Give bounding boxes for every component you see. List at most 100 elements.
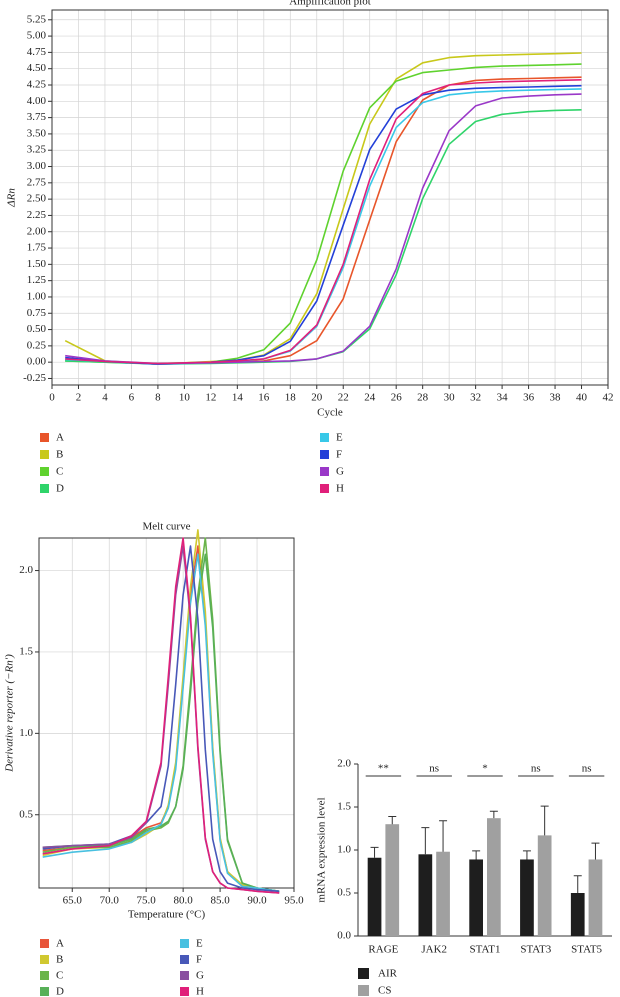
x-tick-label: 14 <box>232 392 244 404</box>
error-bar <box>573 875 582 893</box>
y-tick-label: 4.25 <box>27 79 47 91</box>
significance-label: ** <box>378 763 389 775</box>
legend-label: H <box>336 483 344 495</box>
x-tick-label: 8 <box>155 392 161 404</box>
legend-label: G <box>336 466 344 478</box>
x-tick-label: 6 <box>129 392 135 404</box>
x-tick-label: 90.0 <box>247 895 267 907</box>
significance-label: * <box>482 763 488 775</box>
curve <box>42 545 280 893</box>
chart-title: Amplification plot <box>289 0 371 8</box>
curve <box>65 63 582 365</box>
legend-swatch <box>320 433 329 442</box>
y-tick-label: 1.00 <box>27 290 47 302</box>
legend-label: A <box>56 938 64 950</box>
legend-label: B <box>56 449 63 461</box>
x-tick-label: RAGE <box>368 944 398 956</box>
x-tick-label: 10 <box>179 392 191 404</box>
y-tick-label: -0.25 <box>23 372 46 384</box>
legend-label: AIR <box>378 968 398 980</box>
legend-swatch <box>40 467 49 476</box>
legend-swatch <box>320 484 329 493</box>
x-tick-label: 28 <box>417 392 429 404</box>
chart-title: Melt curve <box>143 521 191 533</box>
bar <box>487 818 501 936</box>
legend-label: CS <box>378 985 391 997</box>
bar <box>385 824 400 936</box>
curve <box>65 88 582 365</box>
x-axis-label: Temperature (°C) <box>128 909 206 921</box>
legend-swatch <box>180 955 189 964</box>
legend-label: D <box>56 986 64 997</box>
legend-label: E <box>336 432 343 444</box>
y-axis-label: Derivative reporter (−Rn′) <box>4 654 16 773</box>
y-tick-label: 2.0 <box>19 564 33 576</box>
y-tick-label: 5.25 <box>27 13 47 25</box>
x-tick-label: 34 <box>497 392 509 404</box>
legend-swatch <box>40 971 49 980</box>
legend-label: C <box>56 970 63 982</box>
x-tick-label: 0 <box>49 392 55 404</box>
legend-label: A <box>56 432 64 444</box>
x-tick-label: 26 <box>391 392 403 404</box>
legend-swatch <box>180 939 189 948</box>
bar <box>588 859 603 936</box>
y-tick-label: 0.5 <box>337 887 351 899</box>
x-tick-label: 18 <box>285 392 297 404</box>
x-axis-label: Cycle <box>317 407 343 419</box>
legend-label: E <box>196 938 203 950</box>
x-tick-label: 40 <box>576 392 588 404</box>
y-tick-label: 1.25 <box>27 274 47 286</box>
y-tick-label: 2.50 <box>27 193 47 205</box>
legend-swatch <box>40 939 49 948</box>
bar <box>418 854 433 936</box>
plot-frame <box>51 9 609 386</box>
y-tick-label: 4.75 <box>27 46 47 58</box>
bar <box>469 859 483 936</box>
y-tick-label: 1.50 <box>27 258 47 270</box>
legend-label: F <box>336 449 342 461</box>
y-tick-label: 2.25 <box>27 209 47 221</box>
y-tick-label: 0.0 <box>337 930 351 942</box>
x-tick-label: 65.0 <box>63 895 83 907</box>
error-bar <box>439 820 448 852</box>
y-tick-label: 0.50 <box>27 323 47 335</box>
x-tick-label: 2 <box>76 392 82 404</box>
curve <box>65 76 582 365</box>
significance-label: ns <box>429 763 439 775</box>
x-tick-label: 12 <box>205 392 216 404</box>
curve <box>65 79 582 365</box>
curve <box>42 553 280 893</box>
y-tick-label: 5.00 <box>27 30 47 42</box>
x-tick-label: 75.0 <box>137 895 157 907</box>
y-tick-label: 3.00 <box>27 160 47 172</box>
x-tick-label: 70.0 <box>100 895 120 907</box>
curve <box>64 52 582 365</box>
legend-swatch <box>320 450 329 459</box>
bar <box>436 851 450 936</box>
x-tick-label: 30 <box>444 392 456 404</box>
x-tick-label: 24 <box>364 392 376 404</box>
curve <box>42 553 280 893</box>
bar <box>537 835 552 936</box>
y-tick-label: 4.50 <box>27 62 47 74</box>
curve <box>42 529 280 893</box>
y-tick-label: 1.5 <box>337 801 351 813</box>
curve <box>42 537 280 893</box>
x-tick-label: 32 <box>470 392 481 404</box>
error-bar <box>421 827 430 855</box>
significance-label: ns <box>582 763 592 775</box>
legend-swatch <box>358 968 369 979</box>
legend-label: C <box>56 466 63 478</box>
x-tick-label: 20 <box>311 392 323 404</box>
x-tick-label: STAT5 <box>571 944 602 956</box>
legend-swatch <box>40 484 49 493</box>
y-tick-label: 0.75 <box>27 307 47 319</box>
x-tick-label: 22 <box>338 392 349 404</box>
error-bar <box>522 850 531 860</box>
y-tick-label: 1.75 <box>27 242 47 254</box>
error-bar <box>388 815 397 825</box>
y-tick-label: 1.5 <box>19 645 33 657</box>
error-bar <box>489 810 498 819</box>
